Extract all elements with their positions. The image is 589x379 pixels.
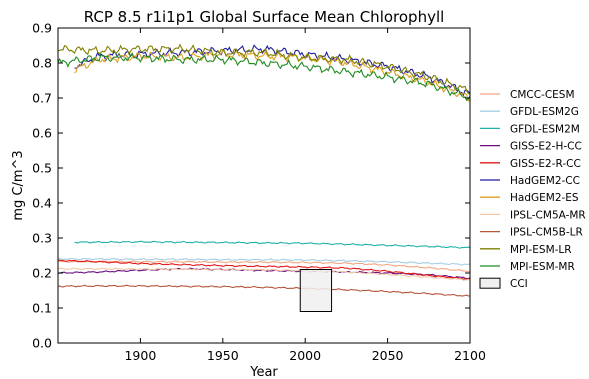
x-tick-label: 2100 [454,348,486,363]
y-tick-label: 0.4 [32,196,52,211]
legend-label: MPI-ESM-LR [510,244,572,256]
series-line-ipsl-cm5a-mr [57,267,471,281]
cci-box [299,269,333,312]
legend-label: CMCC-CESM [510,89,575,101]
x-tick-label: 2000 [289,348,321,363]
y-axis-title: mg C/m^3 [11,150,26,220]
series-line-gfdl-esm2g [57,257,470,266]
y-tick-label: 0.8 [32,56,52,71]
plot-frame [57,27,471,344]
series-line-hadgem2-cc [74,44,471,97]
series-line-ipsl-cm5b-lr [57,284,470,297]
x-tick-label: 2050 [372,348,404,363]
legend-label: IPSL-CM5B-LR [510,227,583,239]
y-tick-label: 0.6 [32,126,52,141]
series-line-cmcc-cesm [57,260,471,273]
y-tick-label: 0.3 [32,231,52,246]
x-tick-label: 1900 [124,348,156,363]
y-tick-label: 0.7 [32,91,52,106]
y-tick-label: 0.1 [32,301,52,316]
legend-swatch [479,277,501,289]
x-tick-label: 1950 [207,348,239,363]
legend-label: GISS-E2-H-CC [510,141,582,153]
legend-label: GISS-E2-R-CC [510,158,581,170]
legend-label: IPSL-CM5A-MR [510,209,586,221]
series-line-giss-e2-r-cc [57,259,471,280]
legend-label: HadGEM2-CC [510,175,580,187]
y-tick-label: 0.0 [32,336,52,351]
legend-label: CCI [510,278,528,290]
y-tick-label: 0.9 [32,21,52,36]
series-line-mpi-esm-mr [57,51,471,102]
series-line-hadgem2-es [74,49,471,102]
legend-label: HadGEM2-ES [510,192,579,204]
x-axis-title: Year [249,365,278,379]
legend: CMCC-CESM GFDL-ESM2G GFDL-ESM2M GISS-E2-H-C… [479,89,586,290]
series-line-gfdl-esm2m [74,240,471,249]
legend-label: GFDL-ESM2M [510,123,580,135]
plot-area: 1900 1950 2000 2050 2100 0.0 0.1 0.2 0.3 0.4 0.5 0.… [32,21,486,364]
y-tick-label: 0.5 [32,161,52,176]
legend-label: GFDL-ESM2G [510,106,579,118]
legend-label: MPI-ESM-MR [510,261,575,273]
y-tick-label: 0.2 [32,266,52,281]
series-line-mpi-esm-lr [57,43,470,95]
chart-title: RCP 8.5 r1i1p1 Global Surface Mean Chlor… [84,8,445,26]
